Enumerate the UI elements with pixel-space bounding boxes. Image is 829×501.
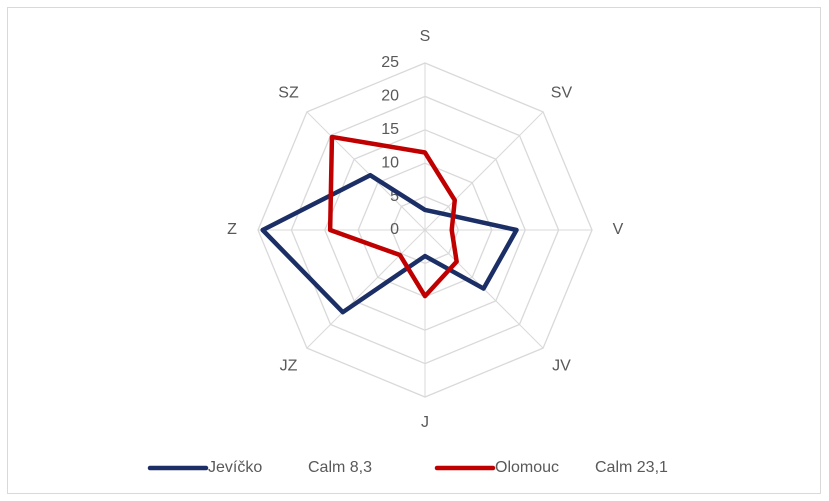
legend-label: Olomouc	[495, 459, 559, 476]
category-label: SV	[551, 85, 573, 102]
series-line	[327, 134, 459, 299]
series-line	[260, 172, 519, 315]
category-label: J	[421, 414, 429, 431]
spoke	[424, 111, 544, 231]
y-tick-label: 20	[381, 88, 399, 105]
spoke	[306, 229, 426, 349]
y-tick-label: 0	[390, 221, 399, 238]
legend-note: Calm 8,3	[308, 459, 372, 476]
category-label: JZ	[280, 358, 298, 375]
y-tick-label: 15	[381, 121, 399, 138]
category-label: V	[613, 221, 624, 238]
category-label: SZ	[278, 85, 299, 102]
spoke	[306, 111, 426, 231]
category-label: S	[420, 28, 431, 45]
legend-label: Jevíčko	[208, 459, 262, 476]
y-tick-label: 5	[390, 188, 399, 205]
y-tick-label: 25	[381, 54, 399, 71]
y-tick-label: 10	[381, 154, 399, 171]
category-label: JV	[552, 358, 571, 375]
chart-frame	[7, 7, 821, 494]
category-label: Z	[227, 221, 237, 238]
legend-note: Calm 23,1	[595, 459, 668, 476]
